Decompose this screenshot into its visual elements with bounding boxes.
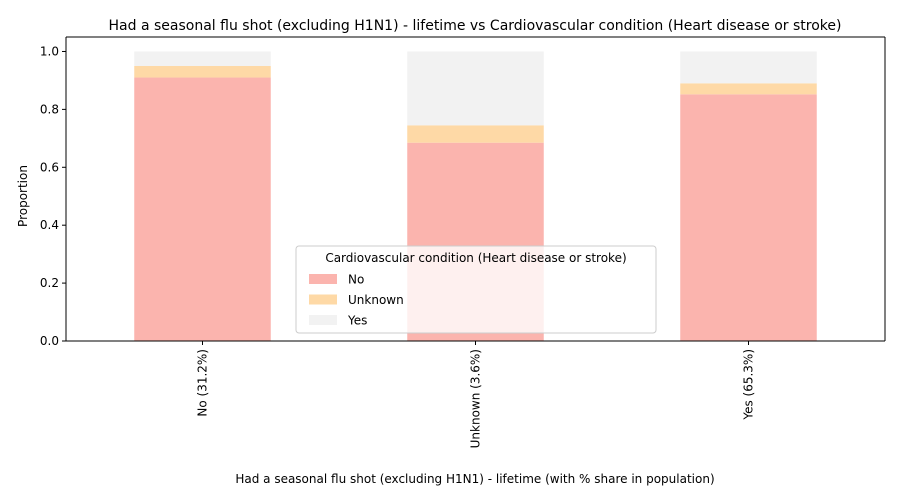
legend-swatch-yes xyxy=(309,315,337,325)
y-tick-label: 0.2 xyxy=(40,276,59,290)
bar-unknown-1 xyxy=(134,65,271,78)
legend-label-yes: Yes xyxy=(347,314,367,328)
legend-label-unknown: Unknown xyxy=(348,293,404,307)
legend-swatch-no xyxy=(309,274,337,284)
bar-no-3 xyxy=(680,94,817,341)
legend-swatch-unknown xyxy=(309,294,337,305)
bars-layer xyxy=(134,51,817,342)
bar-yes-1 xyxy=(134,51,271,66)
bar-yes-3 xyxy=(680,51,817,84)
legend-label-no: No xyxy=(348,273,364,287)
x-ticks: No (31.2%) Unknown (3.6%) Yes (65.3%) xyxy=(196,341,756,448)
y-tick-label: 0.4 xyxy=(40,218,59,232)
bar-no-1 xyxy=(134,77,271,342)
x-tick-label: Yes (65.3%) xyxy=(742,349,756,421)
x-tick-label: Unknown (3.6%) xyxy=(469,349,483,448)
chart-title: Had a seasonal flu shot (excluding H1N1)… xyxy=(109,18,842,34)
legend-items: No Unknown Yes xyxy=(309,273,404,328)
legend: Cardiovascular condition (Heart disease … xyxy=(295,245,657,334)
y-axis-label: Proportion xyxy=(16,165,30,227)
y-tick-label: 0.6 xyxy=(40,160,59,174)
x-axis-label: Had a seasonal flu shot (excluding H1N1)… xyxy=(235,472,714,486)
legend-title: Cardiovascular condition (Heart disease … xyxy=(325,251,626,265)
legend-box xyxy=(295,245,657,334)
y-tick-label: 0.0 xyxy=(40,334,59,348)
bar-unknown-3 xyxy=(680,83,817,95)
x-tick-label: No (31.2%) xyxy=(196,349,210,417)
y-tick-label: 0.8 xyxy=(40,102,59,116)
bar-unknown-2 xyxy=(407,125,544,143)
y-ticks: 0.0 0.2 0.4 0.6 0.8 1.0 xyxy=(40,44,66,348)
bar-yes-2 xyxy=(407,51,544,126)
y-tick-label: 1.0 xyxy=(40,44,59,58)
